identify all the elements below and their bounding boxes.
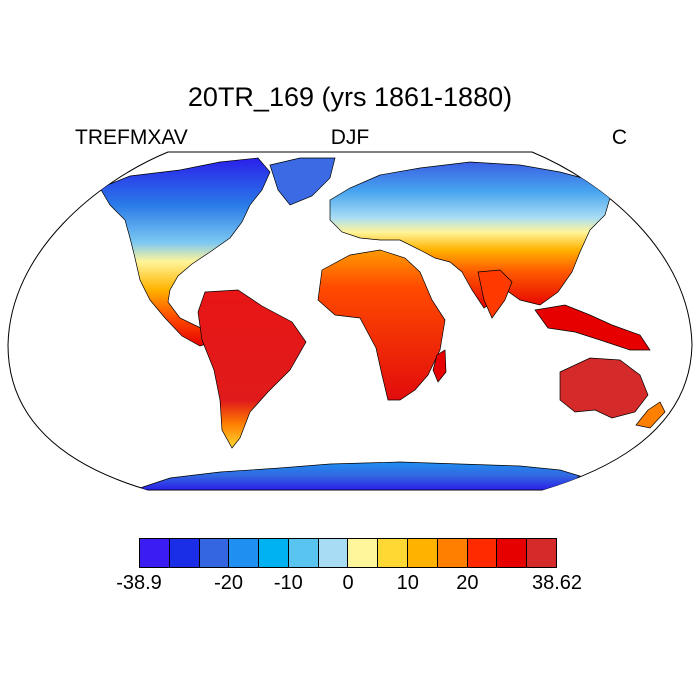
africa: [317, 249, 446, 401]
australia: [559, 357, 649, 419]
colorbar-swatch: [229, 539, 260, 567]
colorbar-tick-label: -20: [214, 572, 244, 594]
colorbar-tick-labels: -38.9 -20 -10 0 10 20 38.62: [0, 572, 700, 598]
colorbar-swatch: [467, 539, 498, 567]
colorbar-swatch: [378, 539, 409, 567]
colorbar-swatch: [437, 539, 468, 567]
colorbar-swatch: [497, 539, 528, 567]
colorbar-swatch: [169, 539, 200, 567]
indian-subcontinent: [477, 269, 513, 319]
colorbar-tick-label: -38.9: [116, 572, 162, 594]
colorbar-swatch: [288, 539, 319, 567]
antarctica: [139, 461, 581, 490]
greenland: [269, 157, 336, 206]
south-america: [197, 289, 307, 449]
colorbar-swatch: [259, 539, 289, 567]
colorbar-swatch: [527, 539, 556, 567]
colorbar: [139, 538, 557, 568]
variable-label: TREFMXAV: [75, 126, 188, 149]
new-zealand: [635, 401, 666, 429]
units-label: C: [611, 126, 627, 149]
colorbar-tick-label: 0: [342, 572, 354, 594]
colorbar-tick-label: 20: [456, 572, 479, 594]
maritime-southeast-asia: [534, 304, 651, 351]
season-label: DJF: [330, 126, 370, 149]
madagascar: [432, 349, 447, 383]
colorbar-swatch: [408, 539, 438, 567]
eurasia: [329, 161, 611, 309]
colorbar-swatch: [348, 539, 379, 567]
colorbar-swatch: [318, 539, 349, 567]
colorbar-swatch: [140, 539, 170, 567]
north-america: [99, 157, 271, 347]
map-title: 20TR_169 (yrs 1861-1880): [187, 82, 513, 112]
colorbar-tick-label: -10: [273, 572, 303, 594]
colorbar-swatch: [199, 539, 230, 567]
colorbar-tick-label: 10: [396, 572, 419, 594]
colorbar-tick-label: 38.62: [531, 572, 583, 594]
